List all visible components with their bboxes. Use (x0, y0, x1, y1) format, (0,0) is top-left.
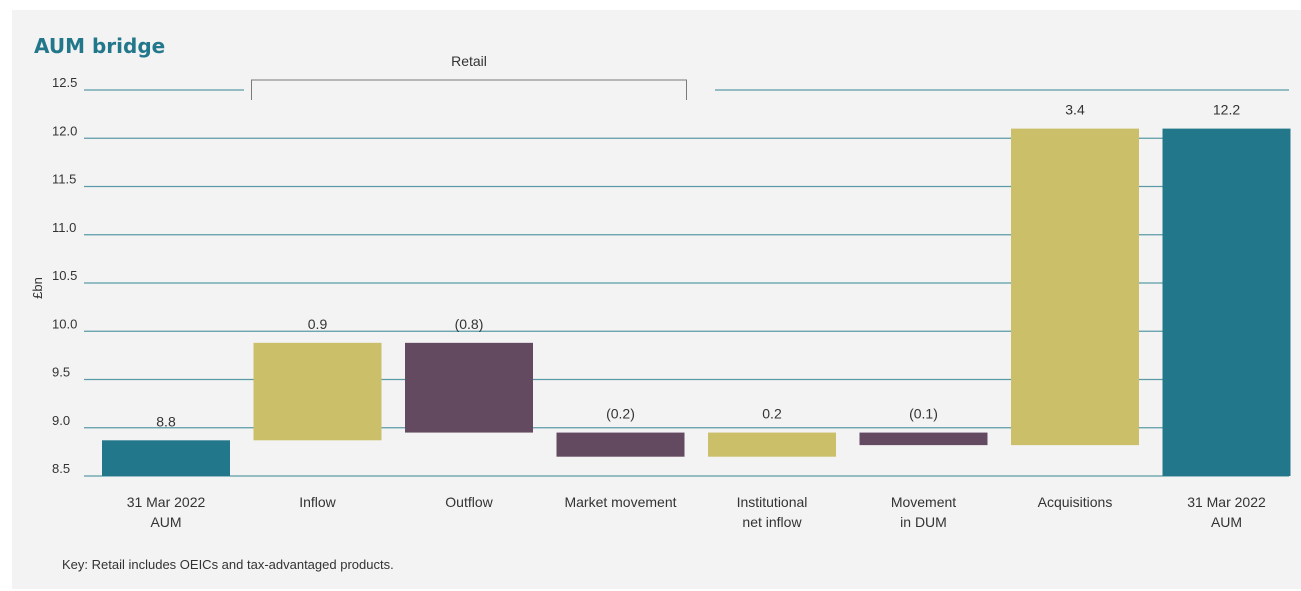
category-label: Inflow (299, 494, 336, 510)
category-label: 31 Mar 2022 (1187, 494, 1266, 510)
data-label: (0.1) (909, 406, 938, 422)
category-label: AUM (1211, 514, 1242, 530)
data-label: 3.4 (1065, 102, 1085, 118)
data-label: 0.2 (762, 406, 782, 422)
bar (405, 342, 533, 433)
bar (1011, 128, 1139, 446)
key-note: Key: Retail includes OEICs and tax-advan… (62, 557, 394, 572)
category-label: Acquisitions (1038, 494, 1113, 510)
bar (1162, 128, 1291, 476)
data-label: (0.2) (606, 406, 635, 422)
y-tick-label: 10.5 (52, 268, 77, 283)
y-tick-label: 9.0 (52, 413, 70, 428)
bar (859, 432, 988, 446)
y-tick-label: 11.0 (52, 220, 76, 235)
data-label: 12.2 (1213, 102, 1240, 118)
y-tick-label: 11.5 (52, 172, 76, 187)
bar (708, 432, 836, 457)
category-label: Movement (891, 494, 956, 510)
y-tick-label: 8.5 (52, 461, 70, 476)
y-axis-title: £bn (30, 277, 45, 299)
category-label: Institutional (737, 494, 808, 510)
y-tick-label: 10.0 (52, 316, 77, 331)
y-tick-label: 12.5 (52, 75, 77, 90)
category-label: net inflow (742, 514, 802, 530)
y-tick-label: 12.0 (52, 123, 77, 138)
data-label: 8.8 (156, 413, 176, 429)
bar (102, 440, 230, 476)
category-label: AUM (150, 514, 181, 530)
data-label: (0.8) (455, 316, 484, 332)
category-label: Market movement (564, 494, 676, 510)
chart-title: AUM bridge (34, 34, 166, 58)
y-tick-label: 9.5 (52, 365, 70, 380)
bar (253, 342, 382, 441)
retail-bracket-label: Retail (451, 53, 487, 69)
bar (556, 432, 685, 457)
category-label: 31 Mar 2022 (127, 494, 206, 510)
category-label: Outflow (445, 494, 493, 510)
retail-bracket (251, 79, 687, 100)
data-label: 0.9 (308, 316, 328, 332)
category-label: in DUM (900, 514, 947, 530)
